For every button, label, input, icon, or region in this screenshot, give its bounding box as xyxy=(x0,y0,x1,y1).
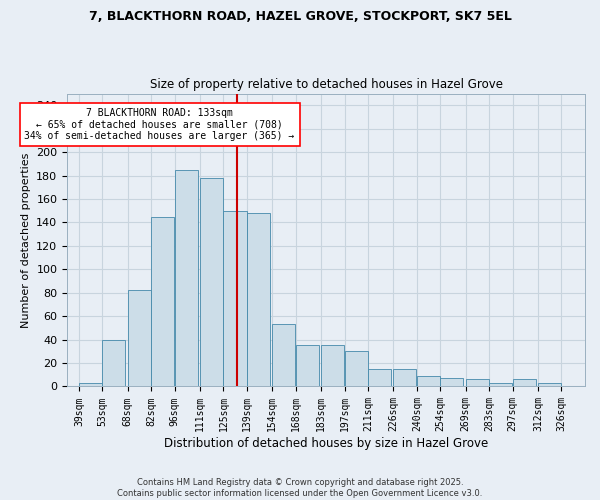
Bar xyxy=(296,346,319,387)
Bar xyxy=(175,170,198,386)
Bar xyxy=(417,376,440,386)
Bar xyxy=(344,352,368,386)
Bar xyxy=(512,380,536,386)
Text: Contains HM Land Registry data © Crown copyright and database right 2025.
Contai: Contains HM Land Registry data © Crown c… xyxy=(118,478,482,498)
Bar xyxy=(79,383,102,386)
Bar xyxy=(223,210,247,386)
Bar xyxy=(200,178,223,386)
Bar xyxy=(538,383,561,386)
Bar xyxy=(321,346,344,387)
X-axis label: Distribution of detached houses by size in Hazel Grove: Distribution of detached houses by size … xyxy=(164,437,488,450)
Text: 7 BLACKTHORN ROAD: 133sqm
← 65% of detached houses are smaller (708)
34% of semi: 7 BLACKTHORN ROAD: 133sqm ← 65% of detac… xyxy=(25,108,295,141)
Title: Size of property relative to detached houses in Hazel Grove: Size of property relative to detached ho… xyxy=(149,78,503,91)
Bar xyxy=(394,369,416,386)
Bar xyxy=(489,383,512,386)
Text: 7, BLACKTHORN ROAD, HAZEL GROVE, STOCKPORT, SK7 5EL: 7, BLACKTHORN ROAD, HAZEL GROVE, STOCKPO… xyxy=(89,10,511,23)
Bar xyxy=(247,213,270,386)
Bar xyxy=(440,378,463,386)
Bar xyxy=(272,324,295,386)
Bar xyxy=(128,290,151,386)
Y-axis label: Number of detached properties: Number of detached properties xyxy=(20,152,31,328)
Bar xyxy=(103,340,125,386)
Bar xyxy=(151,216,174,386)
Bar xyxy=(368,369,391,386)
Bar xyxy=(466,380,488,386)
